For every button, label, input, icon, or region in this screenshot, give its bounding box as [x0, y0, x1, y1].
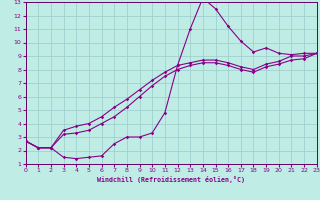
X-axis label: Windchill (Refroidissement éolien,°C): Windchill (Refroidissement éolien,°C): [97, 176, 245, 183]
